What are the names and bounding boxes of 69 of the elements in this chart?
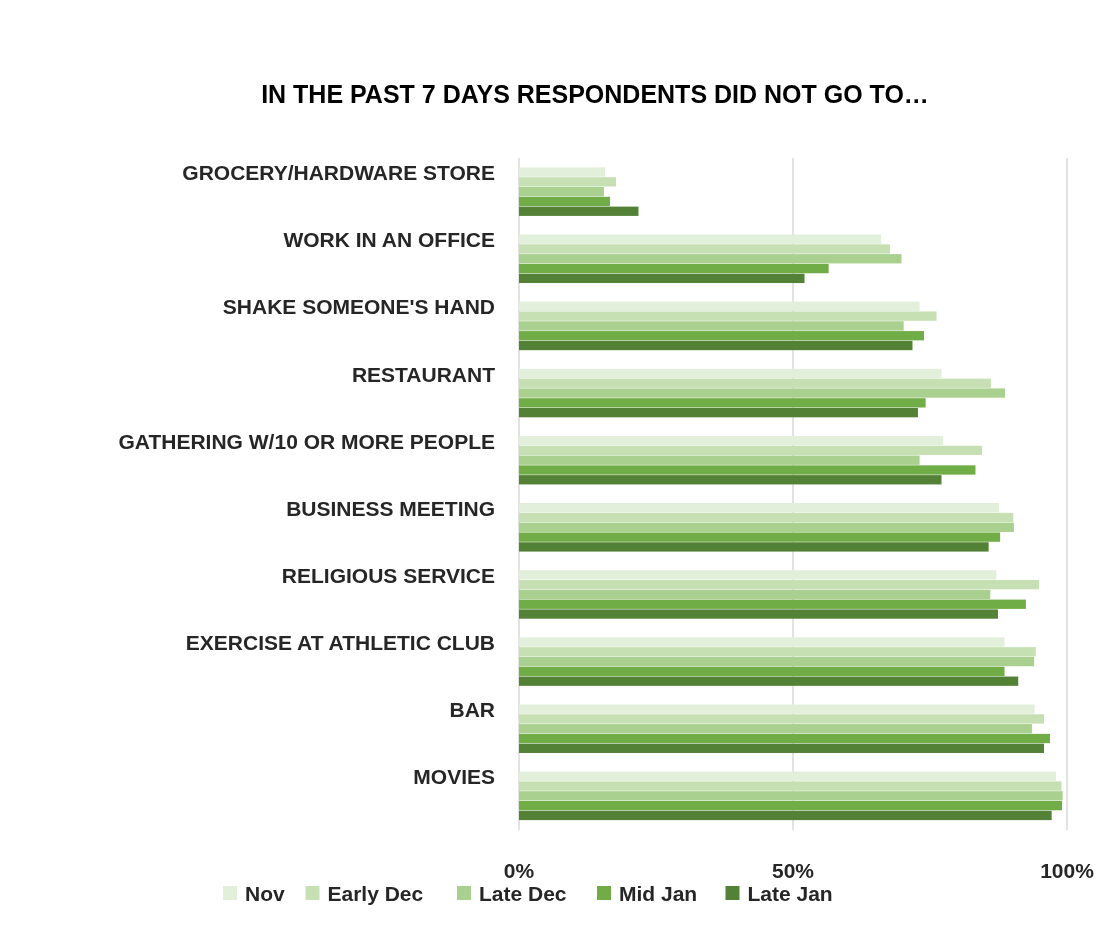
legend-label: Nov: [245, 882, 285, 905]
bar: [519, 331, 924, 341]
bar: [519, 368, 942, 379]
y-tick-label: MOVIES: [413, 765, 495, 789]
legend-label: Mid Jan: [619, 882, 698, 905]
bar: [519, 656, 1035, 667]
y-tick-label: RELIGIOUS SERVICE: [281, 563, 495, 587]
bar: [519, 704, 1035, 714]
bar: [519, 801, 1063, 811]
legend-label: Early Dec: [327, 882, 424, 905]
bar: [519, 388, 1006, 398]
bar: [519, 599, 1026, 609]
bar: [519, 398, 926, 408]
bar: [519, 378, 991, 388]
bar: [519, 676, 1019, 686]
bar: [519, 743, 1044, 753]
y-tick-label: BAR: [449, 698, 495, 722]
y-tick-label: BUSINESS MEETING: [286, 496, 495, 520]
bar: [519, 445, 983, 456]
x-tick-label: 50%: [771, 859, 815, 882]
y-tick-label: RESTAURANT: [351, 362, 496, 386]
bar: [519, 647, 1036, 657]
x-tick-label: 0%: [503, 859, 535, 882]
chart-title: IN THE PAST 7 DAYS RESPONDENTS DID NOT GO TO…: [261, 80, 929, 108]
bar: [519, 781, 1062, 791]
bar: [519, 177, 616, 187]
bar: [519, 234, 882, 244]
bar: [519, 637, 1005, 647]
y-tick-label: EXERCISE AT ATHLETIC CLUB: [185, 631, 495, 655]
bar: [519, 771, 1057, 781]
bar: [519, 733, 1051, 744]
bar: [519, 301, 920, 311]
bar: [519, 609, 998, 619]
legend-label: Late Jan: [747, 882, 833, 905]
bar: [519, 522, 1014, 532]
bar: [519, 196, 610, 207]
bar: [519, 455, 920, 465]
bar: [519, 465, 976, 475]
bar: [519, 167, 606, 177]
y-tick-label: GATHERING W/10 OR MORE PEOPLE: [118, 429, 495, 453]
bar: [519, 187, 604, 197]
bar: [519, 810, 1052, 821]
bar: [519, 340, 913, 351]
bar: [519, 321, 904, 331]
bar: [519, 273, 805, 284]
bar: [519, 666, 1005, 677]
bar: [519, 254, 902, 264]
bar: [519, 408, 918, 418]
legend-label: Late Dec: [479, 882, 567, 905]
bar: [519, 435, 944, 446]
bar: [519, 570, 997, 580]
bar: [519, 589, 991, 600]
bar: [519, 503, 1000, 513]
y-tick-label: GROCERY/HARDWARE STORE: [182, 161, 495, 185]
bar: [519, 475, 942, 485]
x-tick-label: 100%: [1040, 859, 1095, 882]
y-tick-label: WORK IN AN OFFICE: [283, 228, 495, 252]
bar: [519, 263, 829, 274]
bar: [519, 206, 639, 216]
bar: [519, 532, 1001, 542]
bar: [519, 724, 1032, 734]
bar: [519, 542, 989, 552]
y-tick-label: SHAKE SOMEONE'S HAND: [222, 295, 495, 319]
bar: [519, 244, 890, 254]
bar: [519, 791, 1063, 801]
bar: [519, 311, 937, 321]
bar: [519, 714, 1044, 724]
bar: [519, 512, 1014, 523]
bar: [519, 580, 1040, 590]
